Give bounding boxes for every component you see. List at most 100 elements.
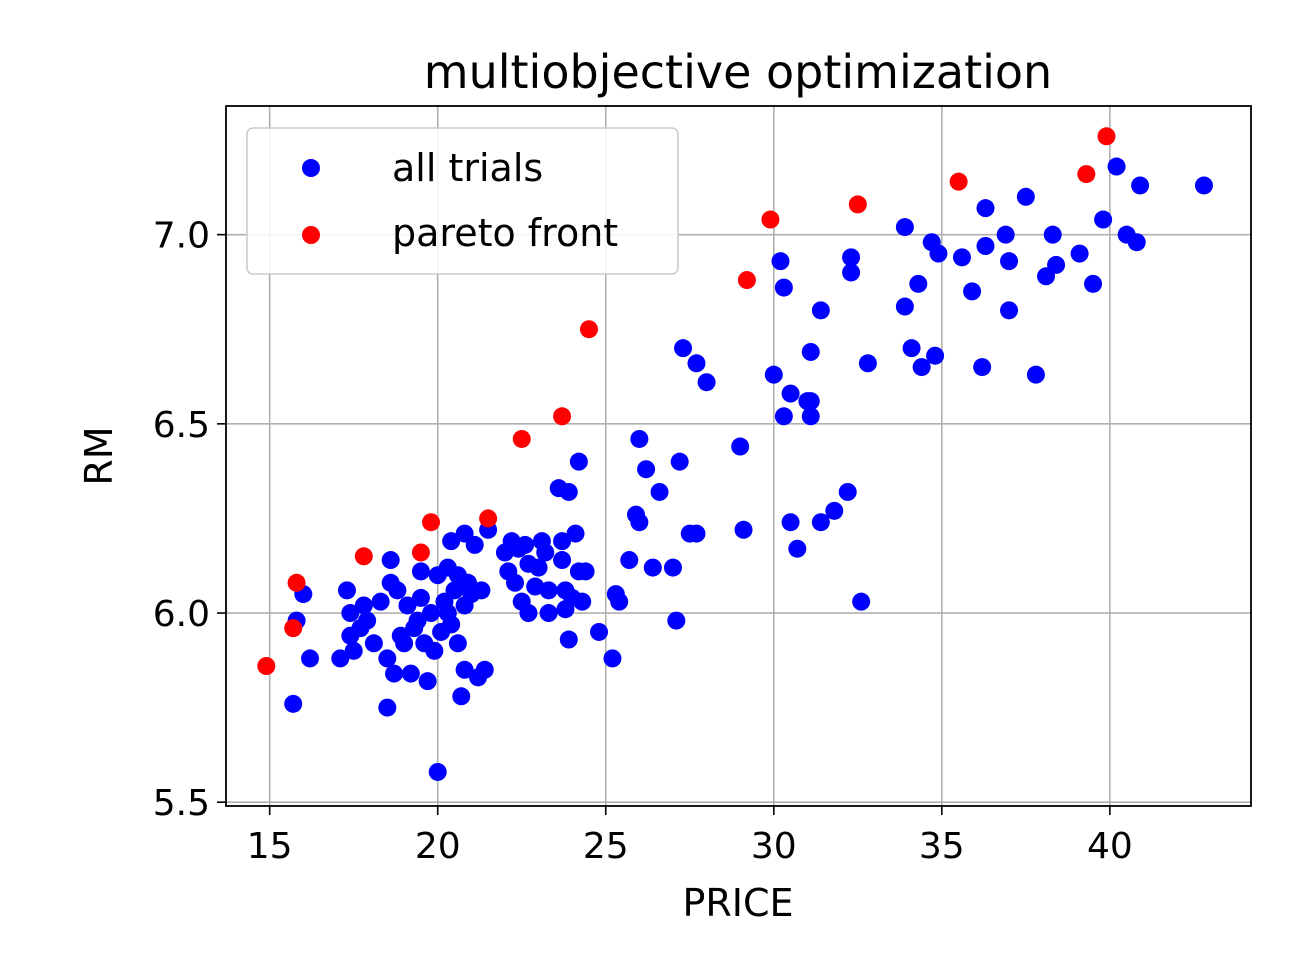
point-all-trials xyxy=(1043,225,1062,244)
point-pareto-front xyxy=(257,657,276,675)
data-points xyxy=(257,127,1213,781)
point-all-trials xyxy=(620,551,639,570)
point-all-trials xyxy=(452,687,471,706)
x-tick-label: 25 xyxy=(583,826,629,867)
point-all-trials xyxy=(506,573,525,592)
point-all-trials xyxy=(963,282,982,301)
point-all-trials xyxy=(553,551,572,570)
point-all-trials xyxy=(838,482,857,501)
point-all-trials xyxy=(411,588,430,607)
point-all-trials xyxy=(764,365,783,384)
point-all-trials xyxy=(465,535,484,554)
point-all-trials xyxy=(687,354,706,373)
point-all-trials xyxy=(472,581,491,600)
point-pareto-front xyxy=(411,543,430,562)
point-all-trials xyxy=(811,513,830,532)
point-all-trials xyxy=(858,354,877,373)
point-all-trials xyxy=(378,649,397,668)
point-pareto-front xyxy=(737,271,756,290)
point-all-trials xyxy=(445,581,464,600)
point-all-trials xyxy=(428,762,447,781)
point-all-trials xyxy=(559,630,578,649)
legend: all trials pareto front xyxy=(246,127,679,275)
point-all-trials xyxy=(442,532,461,551)
point-all-trials xyxy=(1016,187,1035,206)
point-all-trials xyxy=(1084,274,1103,293)
point-all-trials xyxy=(539,581,558,600)
point-pareto-front xyxy=(579,320,598,339)
point-all-trials xyxy=(801,407,820,426)
point-all-trials xyxy=(573,592,592,611)
point-all-trials xyxy=(576,562,595,581)
point-all-trials xyxy=(663,558,682,577)
point-all-trials xyxy=(284,694,303,713)
point-all-trials xyxy=(418,672,437,691)
point-all-trials xyxy=(378,698,397,717)
point-all-trials xyxy=(801,392,820,411)
point-all-trials xyxy=(364,634,383,653)
point-all-trials xyxy=(1194,176,1213,195)
point-all-trials xyxy=(425,641,444,660)
point-all-trials xyxy=(344,641,363,660)
point-all-trials xyxy=(385,664,404,683)
point-all-trials xyxy=(448,634,467,653)
point-all-trials xyxy=(895,218,914,237)
point-all-trials xyxy=(630,429,649,448)
x-tick-label: 40 xyxy=(1087,826,1133,867)
chart-title: multiobjective optimization xyxy=(424,45,1052,99)
plot-frame xyxy=(225,105,1252,807)
point-pareto-front xyxy=(949,172,968,191)
point-all-trials xyxy=(569,452,588,471)
point-all-trials xyxy=(811,301,830,320)
point-pareto-front xyxy=(479,509,498,528)
point-pareto-front xyxy=(287,573,306,592)
point-all-trials xyxy=(996,225,1015,244)
point-all-trials xyxy=(926,346,945,365)
point-all-trials xyxy=(590,622,609,641)
x-tick-label: 20 xyxy=(415,826,461,867)
point-all-trials xyxy=(401,664,420,683)
point-all-trials xyxy=(674,339,693,358)
x-axis-ticks: 15 20 25 30 35 40 xyxy=(247,806,1133,867)
point-all-trials xyxy=(408,611,427,630)
point-all-trials xyxy=(976,237,995,255)
point-all-trials xyxy=(825,501,844,520)
point-all-trials xyxy=(603,649,622,668)
point-all-trials xyxy=(670,452,689,471)
point-all-trials xyxy=(902,339,921,358)
point-all-trials xyxy=(801,342,820,361)
point-all-trials xyxy=(388,581,407,600)
point-all-trials xyxy=(442,615,461,634)
point-all-trials xyxy=(842,263,861,282)
point-all-trials xyxy=(895,297,914,316)
point-all-trials xyxy=(395,634,414,653)
legend-marker-all-trials xyxy=(302,159,320,177)
y-axis-ticks: 5.5 6.0 6.5 7.0 xyxy=(153,216,226,824)
point-all-trials xyxy=(731,437,750,456)
point-all-trials xyxy=(781,513,800,532)
point-all-trials xyxy=(781,384,800,403)
point-all-trials xyxy=(536,543,555,562)
y-tick-label: 6.5 xyxy=(153,405,210,446)
y-tick-label: 5.5 xyxy=(153,783,210,824)
point-all-trials xyxy=(687,524,706,543)
point-all-trials xyxy=(643,558,662,577)
point-all-trials xyxy=(1127,233,1146,252)
point-all-trials xyxy=(1000,301,1019,320)
point-all-trials xyxy=(852,592,871,611)
point-all-trials xyxy=(331,649,350,668)
point-all-trials xyxy=(337,581,356,600)
legend-label-pareto-front: pareto front xyxy=(392,211,618,255)
point-all-trials xyxy=(630,513,649,532)
point-all-trials xyxy=(1131,176,1150,195)
y-tick-label: 7.0 xyxy=(153,216,210,257)
point-pareto-front xyxy=(512,429,531,448)
point-pareto-front xyxy=(284,619,303,638)
point-pareto-front xyxy=(354,547,373,566)
legend-label-all-trials: all trials xyxy=(392,146,543,190)
point-all-trials xyxy=(354,596,373,615)
point-all-trials xyxy=(553,532,572,551)
point-all-trials xyxy=(952,248,971,267)
point-all-trials xyxy=(411,562,430,581)
